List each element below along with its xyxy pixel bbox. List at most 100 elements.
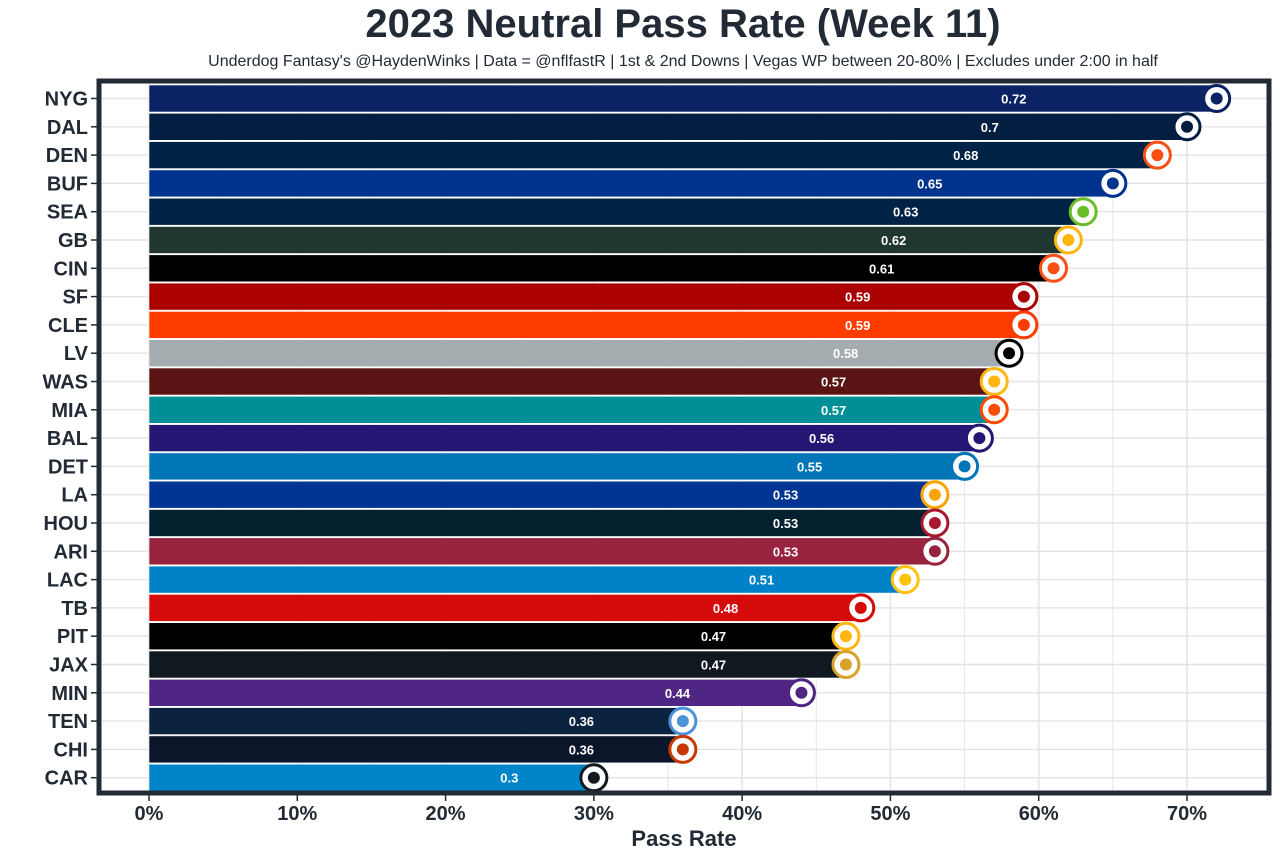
logo-emblem — [1210, 92, 1223, 105]
y-tick-label: CIN — [54, 258, 88, 280]
data-label: 0.57 — [821, 403, 846, 418]
bar-gb — [148, 226, 1069, 254]
bar-tb — [148, 594, 862, 622]
data-labels: 0.720.70.68 0.65 0.63 0.62 0.61 0.59 0.59 0.58 0… — [500, 92, 1026, 786]
x-tick-label: 30% — [574, 803, 614, 825]
y-tick-label: ARI — [54, 541, 88, 563]
team-logo-ten — [668, 706, 698, 736]
logo-emblem — [1181, 120, 1193, 133]
bar-dal — [148, 113, 1188, 141]
y-tick-label: BAL — [47, 428, 88, 450]
y-tick-label: DAL — [47, 117, 88, 139]
bar-was — [148, 367, 995, 396]
team-logo-cin — [1039, 253, 1069, 283]
team-logo-hou — [920, 508, 950, 538]
x-tick-label: 40% — [722, 803, 762, 825]
team-logo-bal — [964, 423, 994, 453]
logo-emblem — [854, 601, 867, 614]
logo-emblem — [973, 432, 986, 445]
data-label: 0.36 — [569, 714, 594, 729]
logo-emblem — [676, 743, 689, 756]
logo-emblem — [839, 658, 852, 671]
y-tick-label: LA — [61, 485, 88, 507]
x-tick-label: 50% — [870, 803, 910, 825]
bar-cle — [148, 311, 1025, 339]
data-label: 0.3 — [500, 771, 518, 786]
data-label: 0.53 — [773, 488, 798, 503]
data-label: 0.59 — [845, 318, 870, 333]
y-tick-label: TEN — [48, 711, 88, 733]
logo-emblem — [928, 488, 941, 501]
logo-emblem — [988, 375, 1001, 388]
data-label: 0.53 — [773, 544, 798, 559]
data-label: 0.36 — [569, 742, 594, 757]
y-tick-label: JAX — [49, 655, 89, 677]
bar-lac — [148, 565, 906, 594]
team-logo-lac — [890, 565, 920, 595]
bar-la — [148, 480, 936, 509]
data-label: 0.55 — [797, 459, 822, 474]
y-tick-label: CLE — [48, 315, 88, 337]
y-tick-label: DEN — [46, 145, 88, 167]
data-label: 0.51 — [749, 573, 774, 588]
chart-subtitle: Underdog Fantasy's @HaydenWinks | Data =… — [208, 53, 1158, 70]
bar-ten — [148, 707, 684, 735]
logo-emblem — [1106, 177, 1119, 190]
y-tick-label: SEA — [47, 202, 88, 224]
y-tick-label: TB — [61, 598, 88, 620]
team-logo-was — [979, 367, 1009, 396]
team-logo-tb — [846, 593, 876, 623]
logo-emblem — [1047, 262, 1060, 275]
logo-emblem — [795, 686, 808, 699]
bar-pit — [148, 622, 847, 651]
data-label: 0.59 — [845, 290, 870, 305]
team-logo-car — [579, 763, 609, 793]
team-logo-buf — [1098, 168, 1128, 198]
team-logo-den — [1142, 140, 1172, 170]
bar-buf — [148, 169, 1114, 198]
team-logo-lv — [994, 338, 1024, 368]
team-logo-nyg — [1202, 84, 1232, 113]
bar-ari — [148, 537, 936, 566]
x-axis-title: Pass Rate — [631, 826, 736, 851]
logo-emblem — [676, 715, 689, 728]
y-tick-label: MIA — [51, 400, 88, 422]
team-logo-det — [950, 451, 980, 481]
bar-sea — [148, 197, 1084, 226]
data-label: 0.7 — [981, 120, 999, 135]
logo-emblem — [899, 573, 912, 586]
bar-lv — [148, 339, 1010, 368]
team-logo-jax — [831, 650, 861, 679]
y-tick-label: CHI — [54, 739, 88, 761]
y-tick-label: CAR — [45, 768, 89, 790]
bar-den — [148, 141, 1158, 169]
logo-emblem — [1017, 318, 1030, 331]
team-logo-ari — [920, 536, 950, 566]
team-logo-chi — [668, 734, 698, 764]
logo-emblem — [1017, 290, 1030, 303]
x-tick-label: 0% — [135, 803, 164, 825]
bar-chi — [148, 735, 684, 764]
data-label: 0.58 — [833, 346, 858, 361]
data-label: 0.62 — [881, 233, 906, 248]
data-label: 0.57 — [821, 375, 846, 390]
bars — [148, 84, 1217, 792]
data-label: 0.61 — [869, 261, 894, 276]
bar-mia — [148, 395, 995, 424]
bar-sf — [148, 282, 1025, 311]
bar-hou — [148, 509, 936, 537]
team-logo-dal — [1172, 112, 1202, 142]
bar-car — [148, 763, 595, 792]
data-label: 0.63 — [893, 205, 918, 220]
logo-emblem — [928, 545, 941, 558]
y-tick-label: WAS — [42, 372, 88, 394]
y-tick-label: MIN — [51, 683, 88, 705]
data-label: 0.72 — [1001, 92, 1026, 107]
team-logo-gb — [1053, 225, 1083, 255]
x-tick-label: 60% — [1019, 803, 1059, 825]
y-tick-label: GB — [58, 230, 88, 252]
y-tick-label: HOU — [44, 513, 88, 535]
logo-emblem — [928, 517, 941, 529]
bar-det — [148, 452, 965, 481]
